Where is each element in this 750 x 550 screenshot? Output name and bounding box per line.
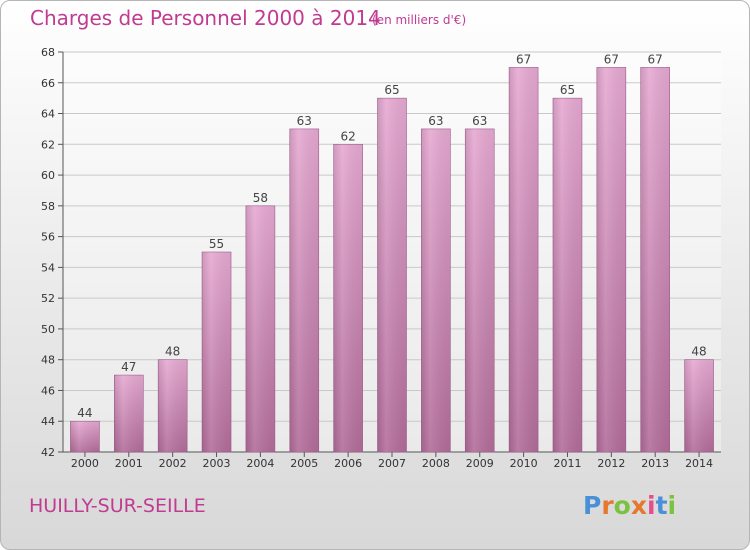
x-tick-label-2002: 2002 xyxy=(159,457,187,470)
bar-shade-2004 xyxy=(245,205,275,452)
data-label-2004: 58 xyxy=(253,191,268,205)
x-tick-label-2009: 2009 xyxy=(466,457,494,470)
data-label-2007: 65 xyxy=(384,83,399,97)
data-label-2000: 44 xyxy=(77,406,92,420)
bar-shade-2005 xyxy=(289,128,319,452)
chart-subtitle: (en milliers d'€) xyxy=(372,13,467,27)
x-tick-label-2003: 2003 xyxy=(203,457,231,470)
data-label-2009: 63 xyxy=(472,114,487,128)
logo-letter: o xyxy=(613,491,631,520)
data-label-2014: 48 xyxy=(691,345,706,359)
y-tick-label: 64 xyxy=(41,108,55,121)
proxiti-logo: Proxiti xyxy=(583,491,676,520)
bar-shade-2008 xyxy=(421,128,451,452)
x-tick-label-2008: 2008 xyxy=(422,457,450,470)
data-label-2013: 67 xyxy=(648,52,663,66)
data-label-2006: 62 xyxy=(340,129,355,143)
bar-shade-2012 xyxy=(596,67,626,452)
y-tick-label: 62 xyxy=(41,138,55,151)
bar-shade-2009 xyxy=(465,128,495,452)
chart-title: Charges de Personnel 2000 à 2014 xyxy=(30,6,381,30)
x-tick-label-2010: 2010 xyxy=(510,457,538,470)
y-tick-label: 56 xyxy=(41,231,55,244)
data-label-2001: 47 xyxy=(121,360,136,374)
logo-letter: x xyxy=(630,491,647,520)
x-tick-label-2011: 2011 xyxy=(553,457,581,470)
bar-shade-2007 xyxy=(377,98,407,453)
bar-shade-2001 xyxy=(114,375,144,452)
location-name: HUILLY-SUR-SEILLE xyxy=(29,495,206,517)
data-label-2005: 63 xyxy=(297,114,312,128)
x-tick-label-2006: 2006 xyxy=(334,457,362,470)
data-label-2010: 67 xyxy=(516,52,531,66)
data-label-2008: 63 xyxy=(428,114,443,128)
logo-letter: i xyxy=(667,491,677,520)
logo-letter: t xyxy=(655,491,668,520)
bar-shade-2014 xyxy=(684,359,714,452)
x-tick-label-2005: 2005 xyxy=(290,457,318,470)
bar-shade-2003 xyxy=(202,252,232,452)
bar-shade-2010 xyxy=(509,67,539,452)
logo-letter: r xyxy=(601,491,614,520)
bar-shade-2002 xyxy=(158,359,188,452)
bar-shade-2006 xyxy=(333,144,363,453)
data-label-2003: 55 xyxy=(209,237,224,251)
y-tick-label: 58 xyxy=(41,200,55,213)
y-tick-label: 46 xyxy=(41,384,55,397)
x-tick-label-2004: 2004 xyxy=(246,457,274,470)
y-tick-label: 42 xyxy=(41,446,55,459)
x-tick-label-2000: 2000 xyxy=(71,457,99,470)
y-tick-label: 68 xyxy=(41,46,55,59)
y-tick-label: 48 xyxy=(41,354,55,367)
x-tick-label-2007: 2007 xyxy=(378,457,406,470)
bar-shade-2011 xyxy=(552,98,582,453)
bar-shade-2000 xyxy=(70,421,100,452)
y-tick-label: 52 xyxy=(41,292,55,305)
y-tick-label: 50 xyxy=(41,323,55,336)
x-tick-label-2001: 2001 xyxy=(115,457,143,470)
x-tick-label-2013: 2013 xyxy=(641,457,669,470)
data-label-2011: 65 xyxy=(560,83,575,97)
logo-letter: i xyxy=(647,491,656,520)
data-label-2002: 48 xyxy=(165,345,180,359)
logo-letter: P xyxy=(583,491,602,520)
data-label-2012: 67 xyxy=(604,52,619,66)
x-tick-label-2014: 2014 xyxy=(685,457,713,470)
y-tick-label: 66 xyxy=(41,77,55,90)
y-tick-label: 60 xyxy=(41,169,55,182)
bar-shade-2013 xyxy=(640,67,670,452)
y-tick-label: 54 xyxy=(41,261,55,274)
y-tick-label: 44 xyxy=(41,415,55,428)
x-tick-label-2012: 2012 xyxy=(597,457,625,470)
